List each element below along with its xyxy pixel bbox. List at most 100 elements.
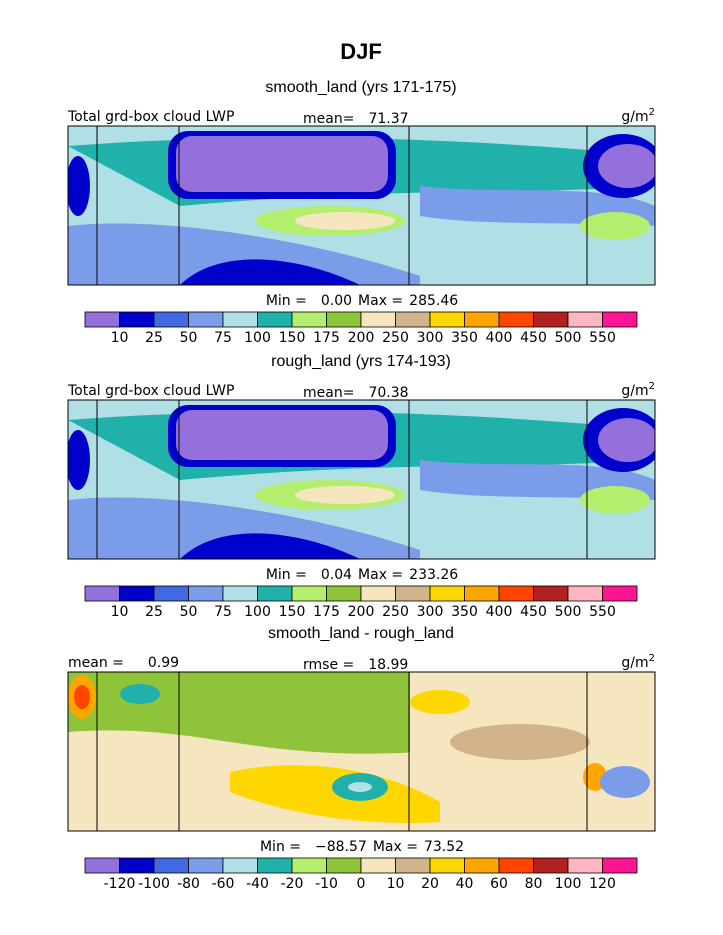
colorbar-box xyxy=(84,585,120,602)
unit-exp: 2 xyxy=(649,653,655,664)
panel-title: rough_land (yrs 174-193) xyxy=(271,353,451,370)
colorbar-label: 350 xyxy=(451,604,478,620)
field-blob xyxy=(295,212,395,230)
unit-base: g/m xyxy=(621,109,648,125)
stat-label: rmse = xyxy=(303,657,354,673)
colorbar-box xyxy=(84,311,120,328)
colorbar-box xyxy=(119,857,155,874)
plot-frame xyxy=(67,125,656,286)
field-blob xyxy=(580,212,650,240)
unit: g/m2 xyxy=(621,381,655,399)
colorbar-box xyxy=(464,585,500,602)
colorbar-label: 200 xyxy=(348,330,375,346)
min-value: 0.00 xyxy=(321,293,352,309)
left-value: 0.99 xyxy=(148,655,179,671)
colorbar-box xyxy=(567,311,603,328)
max-value: 73.52 xyxy=(424,839,464,855)
colorbar-label: -40 xyxy=(246,876,269,892)
colorbar-box xyxy=(602,311,638,328)
colorbar-label: 0 xyxy=(357,876,366,892)
colorbar-label: -80 xyxy=(177,876,200,892)
field-blob xyxy=(598,144,655,188)
colorbar-label: 400 xyxy=(486,330,513,346)
colorbar-label: 350 xyxy=(451,330,478,346)
colorbar-box xyxy=(602,585,638,602)
left-label: Total grd-box cloud LWP xyxy=(67,383,234,399)
colorbar-label: 150 xyxy=(279,604,306,620)
colorbar-box xyxy=(464,311,500,328)
left-label-text: Total grd-box cloud LWP xyxy=(67,109,234,125)
field xyxy=(68,126,655,285)
colorbar-box xyxy=(429,585,465,602)
field-patch xyxy=(120,684,160,704)
unit-exp: 2 xyxy=(649,107,655,118)
colorbar-label: 450 xyxy=(520,330,547,346)
max-value: 285.46 xyxy=(409,293,458,309)
colorbar-label: 75 xyxy=(214,330,232,346)
colorbar-label: 300 xyxy=(417,330,444,346)
unit-base: g/m xyxy=(621,655,648,671)
colorbar-label: 25 xyxy=(145,604,163,620)
stat-value: 70.38 xyxy=(368,385,408,401)
field-patch xyxy=(348,782,372,792)
stat-value: 71.37 xyxy=(368,111,408,127)
colorbar-label: 450 xyxy=(520,604,547,620)
unit: g/m2 xyxy=(621,653,655,671)
min-max: Min = 0.04 Max = 233.26 xyxy=(266,567,458,583)
min-max: Min = 0.00 Max = 285.46 xyxy=(266,293,458,309)
panel-title: smooth_land (yrs 171-175) xyxy=(265,79,456,96)
field-patch xyxy=(600,766,650,798)
colorbar-label: 250 xyxy=(382,604,409,620)
figure-title: DJF xyxy=(340,39,382,64)
unit-exp: 2 xyxy=(649,381,655,392)
colorbar-box xyxy=(188,585,224,602)
min-label: Min = xyxy=(266,293,307,309)
field-blob xyxy=(68,430,90,490)
colorbar-box xyxy=(533,857,569,874)
field-blob xyxy=(295,486,395,504)
colorbar-box xyxy=(395,585,431,602)
colorbar-box xyxy=(257,585,293,602)
colorbar-box xyxy=(395,857,431,874)
field-patch xyxy=(74,685,90,709)
field-band xyxy=(68,223,420,285)
colorbar-label: 10 xyxy=(111,330,129,346)
colorbar-box xyxy=(291,585,327,602)
left-label: mean = 0.99 xyxy=(68,655,179,671)
panel-title: smooth_land - rough_land xyxy=(268,625,454,642)
colorbar-label: 10 xyxy=(387,876,405,892)
colorbar-label: 175 xyxy=(313,604,340,620)
plot-frame xyxy=(67,671,656,832)
colorbar-label: 200 xyxy=(348,604,375,620)
colorbar-box xyxy=(291,857,327,874)
left-label: Total grd-box cloud LWP xyxy=(67,109,234,125)
field-blob xyxy=(68,156,90,216)
colorbar-box xyxy=(222,857,258,874)
colorbar-box xyxy=(360,311,396,328)
colorbar-label: 550 xyxy=(589,330,616,346)
colorbar-label: 400 xyxy=(486,604,513,620)
left-label-text: Total grd-box cloud LWP xyxy=(67,383,234,399)
field-patch xyxy=(410,690,470,714)
stat: mean= 71.37 xyxy=(303,111,409,127)
colorbar-label: 500 xyxy=(555,604,582,620)
field-band xyxy=(180,533,360,559)
field-blob xyxy=(176,136,388,192)
stat-value: 18.99 xyxy=(368,657,408,673)
colorbar-box xyxy=(153,857,189,874)
colorbar-label: -10 xyxy=(315,876,338,892)
field xyxy=(68,672,655,831)
colorbar-box xyxy=(153,311,189,328)
panel: rough_land (yrs 174-193) Total grd-box cl… xyxy=(67,353,656,620)
colorbar-box xyxy=(533,311,569,328)
colorbar-box xyxy=(119,585,155,602)
colorbar-label: 20 xyxy=(421,876,439,892)
colorbar-box xyxy=(257,311,293,328)
colorbar-box xyxy=(326,585,362,602)
stat: mean= 70.38 xyxy=(303,385,409,401)
colorbar-box xyxy=(84,857,120,874)
colorbar-label: 100 xyxy=(244,330,271,346)
colorbar-label: 80 xyxy=(525,876,543,892)
